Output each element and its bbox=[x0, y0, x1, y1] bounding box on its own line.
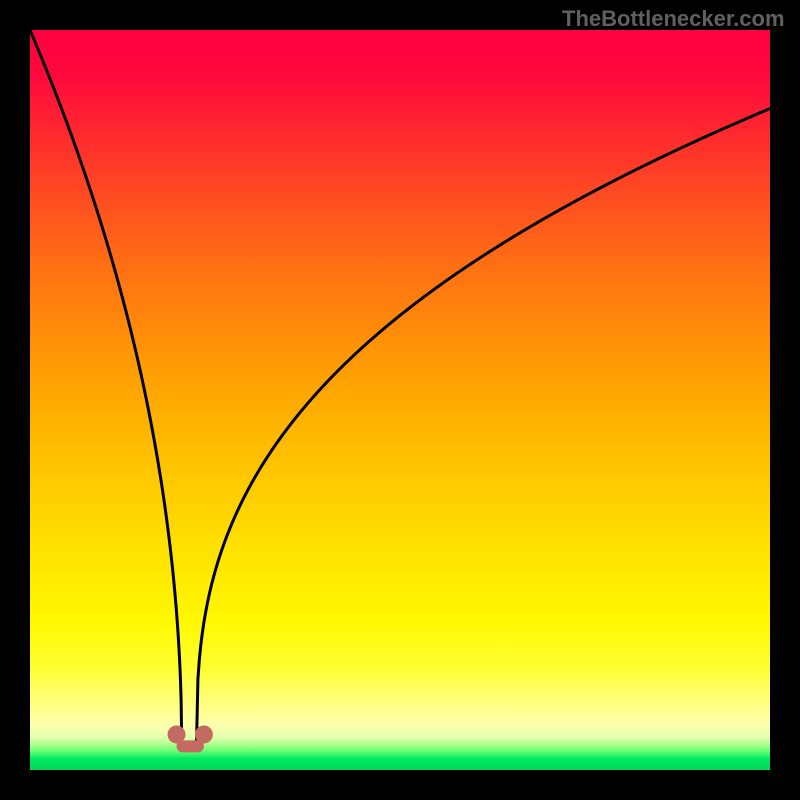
apex-dot-left bbox=[168, 725, 186, 743]
chart-gradient-background bbox=[30, 30, 770, 770]
bottleneck-chart bbox=[0, 0, 800, 800]
apex-dot-right bbox=[195, 725, 213, 743]
watermark-text: TheBottlenecker.com bbox=[562, 6, 785, 32]
